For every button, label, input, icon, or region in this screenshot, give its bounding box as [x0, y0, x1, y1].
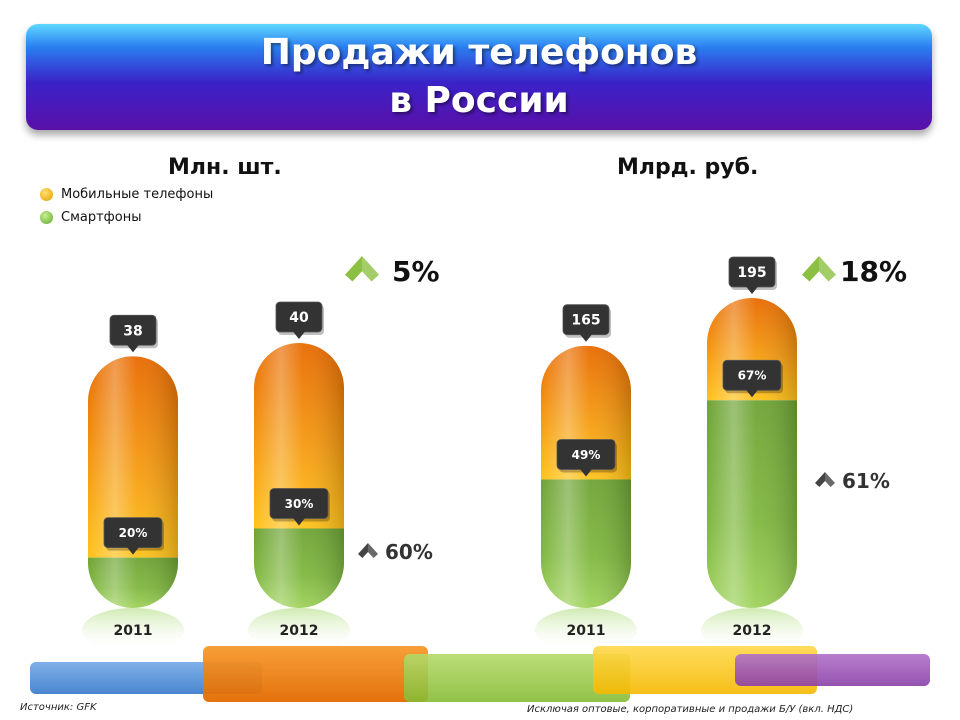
- share-label-1-2012-text: 67%: [738, 369, 767, 383]
- legend-label-mobile: Мобильные телефоны: [61, 187, 214, 202]
- share-label-0-2011-text: 20%: [119, 526, 148, 540]
- total-label-1-2012-text: 195: [737, 265, 766, 281]
- share-label-1-2012: 67%: [722, 359, 783, 398]
- decor-strip-purple: [735, 654, 930, 686]
- share-label-0-2012-text: 30%: [285, 497, 314, 511]
- decor-strip-green: [404, 654, 630, 702]
- bar-shine-0-2012: [254, 343, 344, 608]
- legend-item-smartphones: Смартфоны: [40, 210, 142, 225]
- bar-reflection-0-1: [248, 608, 350, 652]
- share-label-0-2011: 20%: [103, 517, 164, 555]
- total-label-1-2011: 165: [562, 304, 611, 342]
- year-label-0-2011: 2011: [114, 623, 153, 639]
- smartphone-growth-arrow-1-right: [825, 472, 835, 487]
- year-label-1-2011: 2011: [567, 623, 606, 639]
- bar-0-2011: [88, 356, 178, 608]
- share-label-0-2012-pointer: [293, 518, 305, 526]
- total-growth-0: 5%: [392, 255, 440, 288]
- source-note: Источник: GFK: [20, 702, 97, 713]
- total-growth-arrow-0-right: [362, 256, 379, 282]
- total-label-1-2011-text: 165: [571, 313, 600, 329]
- total-label-0-2012-pointer: [293, 331, 305, 339]
- legend-label-smartphones: Смартфоны: [61, 210, 142, 225]
- bar-shine-1-2012: [707, 298, 797, 608]
- total-label-0-2011-pointer: [127, 344, 139, 353]
- chart-units-title: Млн. шт.: [168, 155, 282, 180]
- title-banner: Продажи телефонов в России: [26, 24, 932, 130]
- total-label-0-2011-text: 38: [123, 323, 142, 339]
- share-label-0-2012: 30%: [269, 488, 330, 526]
- bar-0-2012: [254, 343, 344, 608]
- total-growth-arrow-1-right: [819, 256, 836, 282]
- total-label-1-2012: 195: [728, 256, 777, 294]
- share-label-1-2011: 49%: [556, 439, 617, 477]
- legend-dot-mobile: [40, 188, 53, 201]
- decor-strip-orange: [203, 646, 428, 702]
- total-label-0-2012-text: 40: [289, 310, 309, 326]
- smartphone-growth-1: 61%: [842, 469, 890, 493]
- smartphone-growth-arrow-0-right: [368, 543, 378, 558]
- share-label-1-2012-pointer: [746, 389, 758, 398]
- title-line-1: Продажи телефонов: [260, 32, 698, 73]
- bar-reflection-0-0: [82, 608, 184, 652]
- total-growth-arrow-0-left: [345, 256, 362, 282]
- total-label-0-2012: 40: [275, 301, 324, 339]
- smartphone-growth-arrow-1-left: [815, 472, 825, 487]
- legend-dot-smartphones: [40, 211, 53, 224]
- bar-1-2011: [541, 345, 631, 608]
- bar-shine-0-2011: [88, 356, 178, 608]
- chart-rubles-title: Млрд. руб.: [617, 155, 759, 180]
- total-growth-1: 18%: [840, 255, 907, 288]
- smartphone-growth-0: 60%: [385, 540, 433, 564]
- smartphone-growth-arrow-0-left: [358, 543, 368, 558]
- title-line-2: в России: [389, 80, 569, 121]
- share-label-0-2011-pointer: [127, 547, 139, 555]
- total-label-1-2012-pointer: [746, 286, 758, 294]
- total-label-0-2011: 38: [109, 314, 158, 353]
- bar-reflection-1-0: [535, 608, 637, 652]
- legend-item-mobile: Мобильные телефоны: [40, 187, 213, 202]
- bar-1-2012: [707, 298, 797, 608]
- bar-reflection-1-1: [701, 608, 803, 652]
- total-label-1-2011-pointer: [580, 334, 592, 342]
- year-label-1-2012: 2012: [733, 623, 772, 639]
- footnote: Исключая оптовые, корпоративные и продаж…: [527, 704, 854, 715]
- year-label-0-2012: 2012: [280, 623, 319, 639]
- bar-shine-1-2011: [541, 345, 631, 608]
- share-label-1-2011-pointer: [580, 468, 592, 477]
- total-growth-arrow-1-left: [802, 256, 819, 282]
- share-label-1-2011-text: 49%: [572, 448, 601, 462]
